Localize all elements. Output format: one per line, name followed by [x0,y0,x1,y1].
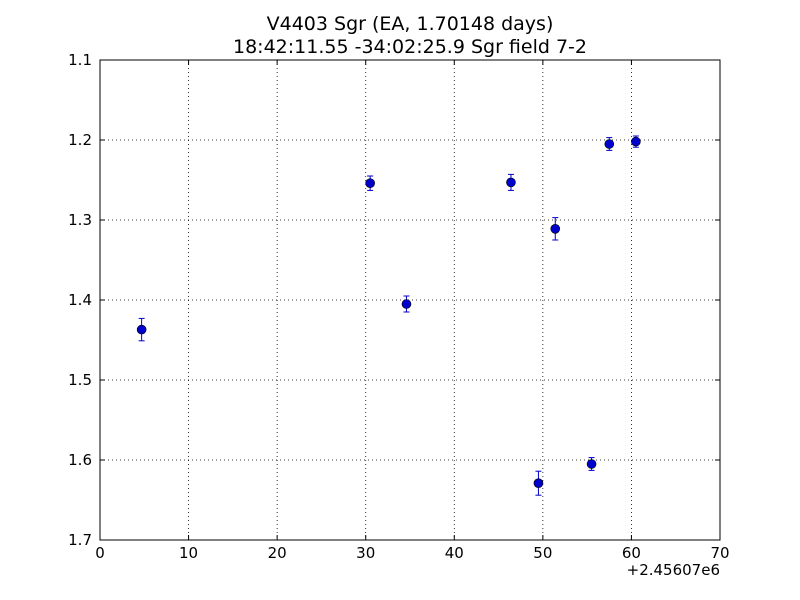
x-tick-label: 40 [445,544,464,562]
grid-lines [100,60,720,540]
x-tick-label: 60 [622,544,641,562]
data-points [136,135,641,496]
x-tick-label: 50 [533,544,552,562]
y-tick-label: 1.7 [68,531,92,549]
data-point [533,478,544,489]
x-tick-label: 30 [356,544,375,562]
data-point [506,177,516,188]
data-point [401,299,412,309]
x-tick-label: 10 [179,544,198,562]
data-point [631,136,641,147]
chart-title-line-1: V4403 Sgr (EA, 1.70148 days) [267,13,554,35]
y-tick-label: 1.3 [68,211,92,229]
x-offset-label: +2.45607e6 [627,561,720,579]
x-tick-label: 20 [268,544,287,562]
data-point [604,139,615,149]
y-tick-label: 1.6 [68,451,92,469]
data-point [586,459,597,469]
x-tick-label: 70 [710,544,729,562]
data-point [550,224,561,234]
data-point [365,178,375,188]
y-tick-label: 1.5 [68,371,92,389]
y-tick-label: 1.2 [68,131,92,149]
data-point [136,324,147,335]
y-tick-label: 1.1 [68,51,92,69]
chart-title-line-2: 18:42:11.55 -34:02:25.9 Sgr field 7-2 [233,36,587,58]
axis-ticks: 0 10 20 30 40 50 60 70 1.1 1.2 1.3 1.4 1.5 1.6 1.7 [68,51,729,562]
x-tick-label: 0 [95,544,105,562]
y-tick-label: 1.4 [68,291,92,309]
